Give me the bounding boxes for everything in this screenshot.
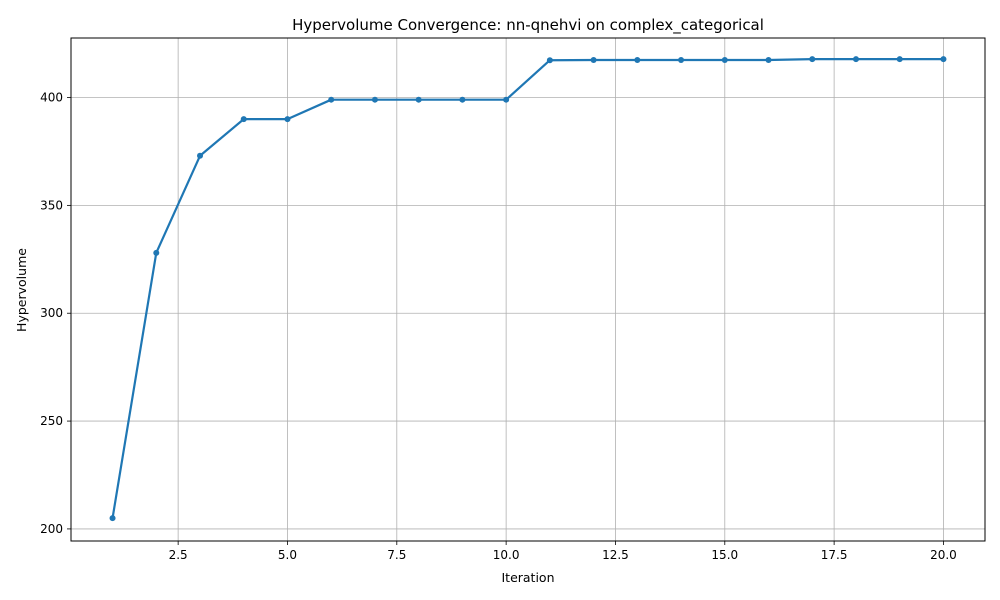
data-point	[284, 116, 291, 123]
data-point	[197, 152, 204, 159]
data-point	[371, 96, 378, 103]
x-tick-label: 10.0	[493, 548, 520, 562]
grid-lines	[71, 38, 985, 541]
data-point	[546, 57, 553, 64]
x-axis-title: Iteration	[501, 570, 554, 585]
data-point	[809, 56, 816, 63]
x-tick-label: 20.0	[930, 548, 957, 562]
data-point	[678, 57, 685, 64]
axis-ticks: 2.5 5.0 7.5 10.0 12.5 15.0 17.5 20.0 200 250 300 35…	[40, 91, 957, 562]
x-tick-label: 12.5	[602, 548, 629, 562]
plot-frame	[70, 37, 986, 542]
data-point	[852, 56, 859, 63]
series-layer	[109, 56, 947, 522]
y-tick-label: 250	[40, 414, 63, 428]
x-tick-label: 7.5	[387, 548, 406, 562]
y-tick-label: 350	[40, 198, 63, 212]
data-point	[503, 96, 510, 103]
series-line	[111, 58, 944, 519]
y-tick-label: 400	[40, 91, 63, 105]
y-tick-label: 300	[40, 306, 63, 320]
x-tick-label: 15.0	[711, 548, 738, 562]
x-tick-label: 5.0	[278, 548, 297, 562]
data-point	[328, 96, 335, 103]
data-point	[109, 515, 116, 522]
x-tick-label: 17.5	[821, 548, 848, 562]
data-point	[153, 249, 160, 256]
data-point	[240, 116, 247, 123]
y-tick-label: 200	[40, 522, 63, 536]
data-point	[459, 96, 466, 103]
data-point	[415, 96, 422, 103]
data-point	[634, 57, 641, 64]
x-tick-label: 2.5	[169, 548, 188, 562]
data-point	[940, 56, 947, 63]
y-axis-title: Hypervolume	[14, 248, 29, 332]
data-point	[896, 56, 903, 63]
data-point	[721, 57, 728, 64]
chart-title: Hypervolume Convergence: nn-qnehvi on co…	[292, 16, 764, 35]
data-point	[590, 57, 597, 64]
data-point	[765, 57, 772, 64]
